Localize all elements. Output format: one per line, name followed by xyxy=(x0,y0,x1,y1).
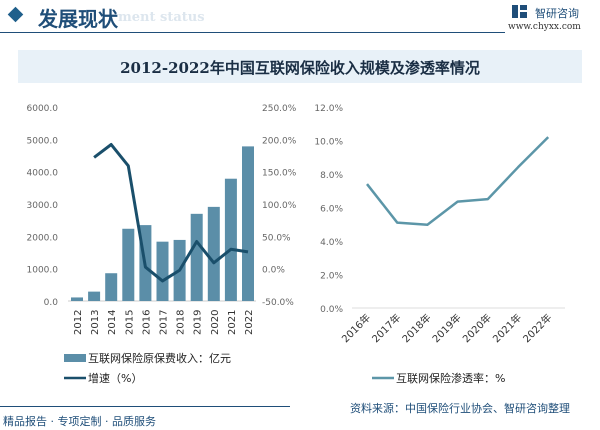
left-y-tick: 0.0 xyxy=(44,298,59,308)
right-chart-y-tick: 6.0% xyxy=(320,205,343,215)
x-tick-label: 2017 xyxy=(159,310,170,335)
title-band xyxy=(18,50,582,83)
right-chart-x-tick: 2018年 xyxy=(399,311,433,345)
right-y-tick: 100.0% xyxy=(262,201,297,211)
legend-line-label: 增速（%） xyxy=(88,371,142,385)
bar-2013 xyxy=(88,291,101,301)
right-chart-y-tick: 4.0% xyxy=(320,238,343,248)
logo-name: 智研咨询 xyxy=(535,7,579,20)
header-title: 发展现状 xyxy=(38,7,118,31)
right-chart-x-tick: 2020年 xyxy=(460,311,494,345)
right-y-tick: 0.0% xyxy=(262,266,285,276)
x-tick-label: 2016 xyxy=(141,310,152,335)
x-tick-label: 2019 xyxy=(193,310,204,335)
right-chart-x-tick: 2016年 xyxy=(339,311,373,345)
penetration-line xyxy=(366,136,550,227)
bar-2021 xyxy=(224,178,237,301)
header-subtitle: ment status xyxy=(118,10,205,25)
x-tick-label: 2014 xyxy=(107,310,118,335)
right-chart-y-tick: 8.0% xyxy=(320,171,343,181)
x-tick-label: 2018 xyxy=(176,310,187,335)
legend-penetration-label: 互联网保险渗透率：% xyxy=(396,371,505,385)
right-chart-y-tick: 10.0% xyxy=(314,138,343,148)
left-y-tick: 2000.0 xyxy=(27,233,59,243)
right-chart-y-tick: 12.0% xyxy=(314,104,343,114)
left-y-tick: 4000.0 xyxy=(27,169,59,179)
bar-2012 xyxy=(71,297,83,301)
right-chart-x-tick: 2021年 xyxy=(490,311,524,345)
header-divider xyxy=(0,32,505,33)
right-chart-x-tick: 2022年 xyxy=(520,311,554,345)
figure-title: 2012-2022年中国互联网保险收入规模及渗透率情况 xyxy=(120,59,480,77)
right-chart-x-tick: 2019年 xyxy=(429,311,463,345)
bar-2014 xyxy=(105,273,118,301)
bar-2015 xyxy=(122,228,135,301)
right-y-tick: -50.0% xyxy=(262,298,294,308)
footer-tagline: 精品报告 · 专项定制 · 品质服务 xyxy=(3,415,156,428)
bar-2022 xyxy=(242,146,254,301)
right-chart-x-tick: 2017年 xyxy=(369,311,403,345)
source-note: 资料来源：中国保险行业协会、智研咨询整理 xyxy=(350,402,570,415)
legend-bar-label: 互联网保险原保费收入：亿元 xyxy=(88,351,231,365)
left-y-tick: 1000.0 xyxy=(27,266,59,276)
right-chart-y-tick: 2.0% xyxy=(320,272,343,282)
left-y-tick: 6000.0 xyxy=(27,104,59,114)
right-y-tick: 150.0% xyxy=(262,169,297,179)
x-tick-label: 2012 xyxy=(73,310,84,335)
right-chart-y-tick: 0.0% xyxy=(320,305,343,315)
bar-2019 xyxy=(190,213,203,301)
x-tick-label: 2013 xyxy=(90,310,101,335)
x-tick-label: 2022 xyxy=(244,310,255,335)
left-y-tick: 5000.0 xyxy=(27,136,59,146)
logo-url: www.chyxx.com xyxy=(508,22,581,32)
bar-2017 xyxy=(156,241,169,301)
bar-2020 xyxy=(207,206,220,301)
x-tick-label: 2020 xyxy=(210,310,221,335)
x-tick-label: 2021 xyxy=(227,310,238,335)
logo-icon xyxy=(512,5,527,18)
right-y-tick: 50.0% xyxy=(262,233,291,243)
footer-divider xyxy=(0,406,290,407)
growth-line xyxy=(93,143,249,283)
left-y-tick: 3000.0 xyxy=(27,201,59,211)
right-y-tick: 200.0% xyxy=(262,136,297,146)
right-y-tick: 250.0% xyxy=(262,104,297,114)
x-tick-label: 2015 xyxy=(124,310,135,335)
legend-bar-swatch xyxy=(64,354,86,362)
